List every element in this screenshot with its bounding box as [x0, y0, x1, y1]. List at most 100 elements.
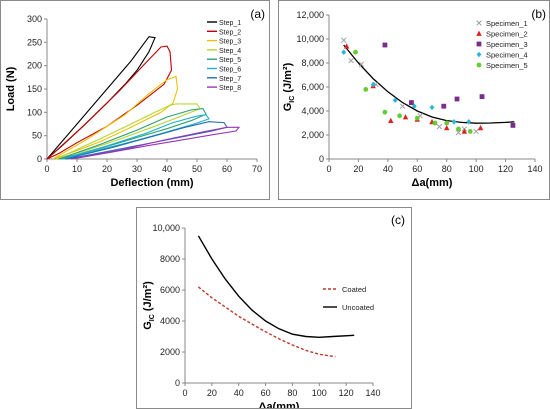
x-tick-label: 0 [326, 164, 331, 174]
y-tick-label: 10,000 [296, 34, 324, 44]
y-axis-title-main: Load (N) [5, 66, 17, 111]
y-axis-title-unit: (J/m²) [142, 281, 154, 314]
legend-marker [476, 30, 482, 36]
y-tick-label: 4,000 [301, 106, 324, 116]
data-point-specimen-3 [441, 103, 447, 109]
data-point-specimen-3 [382, 42, 388, 48]
series-line-step-2 [46, 45, 173, 160]
y-tick-label: 150 [27, 84, 42, 94]
legend-label: Specimen_5 [486, 61, 528, 70]
x-tick-label: 80 [287, 388, 297, 398]
legend-label: Specimen_3 [486, 40, 528, 49]
y-tick-label: 6,000 [301, 82, 324, 92]
y-tick-label: 0 [175, 378, 180, 388]
chart-c-svg: 0 20 40 60 80 100 120 140 0 2000 4000 6000 8000 10,00… [142, 213, 405, 408]
chart-a-svg: 0 10 20 30 40 50 60 70 0 50 100 150 200 250 300 Deflect… [5, 7, 265, 189]
x-tick-label: 0 [182, 388, 187, 398]
data-point-specimen-4 [392, 97, 398, 103]
y-tick-label: 250 [27, 37, 42, 47]
chart-b-svg: 0 20 40 60 80 100 120 140 0 2,000 4,000 6,000 8,000 1… [282, 7, 546, 189]
series-line-step-6 [61, 114, 210, 160]
data-point-specimen-2 [343, 43, 350, 49]
y-axis-title-main: G [142, 321, 154, 330]
legend-label: Coated [342, 285, 366, 294]
y-tick-label: 10,000 [152, 223, 180, 233]
y-tick-label: 8000 [160, 254, 180, 264]
y-tick-label: 0 [37, 154, 42, 164]
y-axis-title: GIC (J/m²) [282, 62, 296, 111]
data-point-specimen-5 [467, 129, 473, 134]
x-axis-title: Δa(mm) [259, 401, 300, 408]
data-point-specimen-1 [348, 57, 354, 64]
data-point-specimen-4 [466, 119, 472, 125]
y-tick-label: 12,000 [296, 10, 324, 20]
x-axis-title: Δa(mm) [412, 177, 453, 189]
y-tick-label: 100 [27, 107, 42, 117]
y-tick-label: 2,000 [301, 130, 324, 140]
legend-marker [476, 41, 482, 47]
legend-label: Step_5 [219, 57, 241, 64]
legend-label: Specimen_1 [486, 19, 528, 28]
data-point-specimen-5 [456, 126, 461, 132]
x-axis-title: Deflection (mm) [110, 177, 193, 189]
y-axis-title-subscript: IC [289, 96, 296, 103]
x-tick-label: 20 [353, 164, 363, 174]
x-tick-label: 120 [339, 388, 354, 398]
x-tick-label: 80 [442, 164, 452, 174]
data-point-specimen-4 [370, 81, 376, 88]
x-tick-label: 120 [498, 164, 513, 174]
data-point-specimen-5 [444, 120, 450, 126]
x-tick-label: 40 [234, 388, 244, 398]
panel-label: (c) [391, 213, 405, 227]
x-tick-label: 50 [192, 164, 202, 174]
data-point-specimen-5 [397, 113, 403, 119]
legend-label: Uncoated [342, 303, 374, 312]
x-tick-label: 100 [469, 164, 484, 174]
panel-b: 0 20 40 60 80 100 120 140 0 2,000 4,000 6,000 8,000 1… [278, 0, 550, 200]
legend-label: Specimen_2 [486, 30, 528, 39]
y-axis-title-subscript: IC [149, 314, 156, 321]
panel-a: 0 10 20 30 40 50 60 70 0 50 100 150 200 250 300 Deflect… [0, 0, 270, 200]
legend-label: Step_7 [219, 76, 241, 83]
y-axis-title-main: G [282, 103, 294, 112]
legend-marker [476, 20, 482, 26]
data-point-specimen-3 [479, 94, 485, 99]
data-point-specimen-5 [382, 109, 388, 115]
x-tick-label: 70 [252, 164, 262, 174]
legend-marker [476, 62, 482, 68]
y-tick-label: 0 [319, 154, 324, 164]
y-tick-label: 8,000 [301, 58, 324, 68]
x-tick-label: 0 [44, 164, 49, 174]
data-point-specimen-1 [473, 128, 479, 135]
x-tick-label: 60 [412, 164, 422, 174]
y-axis-title: GIC (J/m²) [142, 281, 156, 330]
data-point-specimen-4 [429, 104, 435, 111]
data-point-specimen-2 [461, 128, 468, 134]
x-tick-label: 140 [365, 388, 380, 398]
series-line-step-5 [58, 108, 207, 160]
series-line-step-8 [70, 126, 241, 160]
x-tick-label: 60 [222, 164, 232, 174]
series-line-step-7 [64, 121, 228, 160]
data-point-specimen-1 [436, 123, 443, 130]
x-tick-label: 60 [261, 388, 271, 398]
legend-label: Step_8 [219, 85, 241, 92]
x-tick-label: 100 [312, 388, 327, 398]
data-point-specimen-2 [402, 114, 409, 120]
legend-marker [476, 51, 482, 58]
trend-line [343, 44, 515, 124]
panel-label: (b) [531, 7, 546, 21]
data-point-specimen-5 [353, 49, 358, 55]
data-point-specimen-1 [399, 103, 406, 109]
data-point-specimen-3 [454, 96, 460, 102]
legend-label: Step_6 [219, 67, 241, 74]
data-point-specimen-2 [388, 117, 394, 123]
y-tick-label: 2000 [160, 347, 180, 357]
y-axis-title: Load (N) [5, 66, 17, 111]
data-point-specimen-1 [358, 61, 365, 67]
panel-label: (a) [250, 7, 265, 21]
data-point-specimen-3 [510, 123, 516, 128]
y-tick-label: 6000 [160, 285, 180, 295]
x-tick-label: 40 [162, 164, 172, 174]
data-point-specimen-1 [340, 37, 347, 43]
